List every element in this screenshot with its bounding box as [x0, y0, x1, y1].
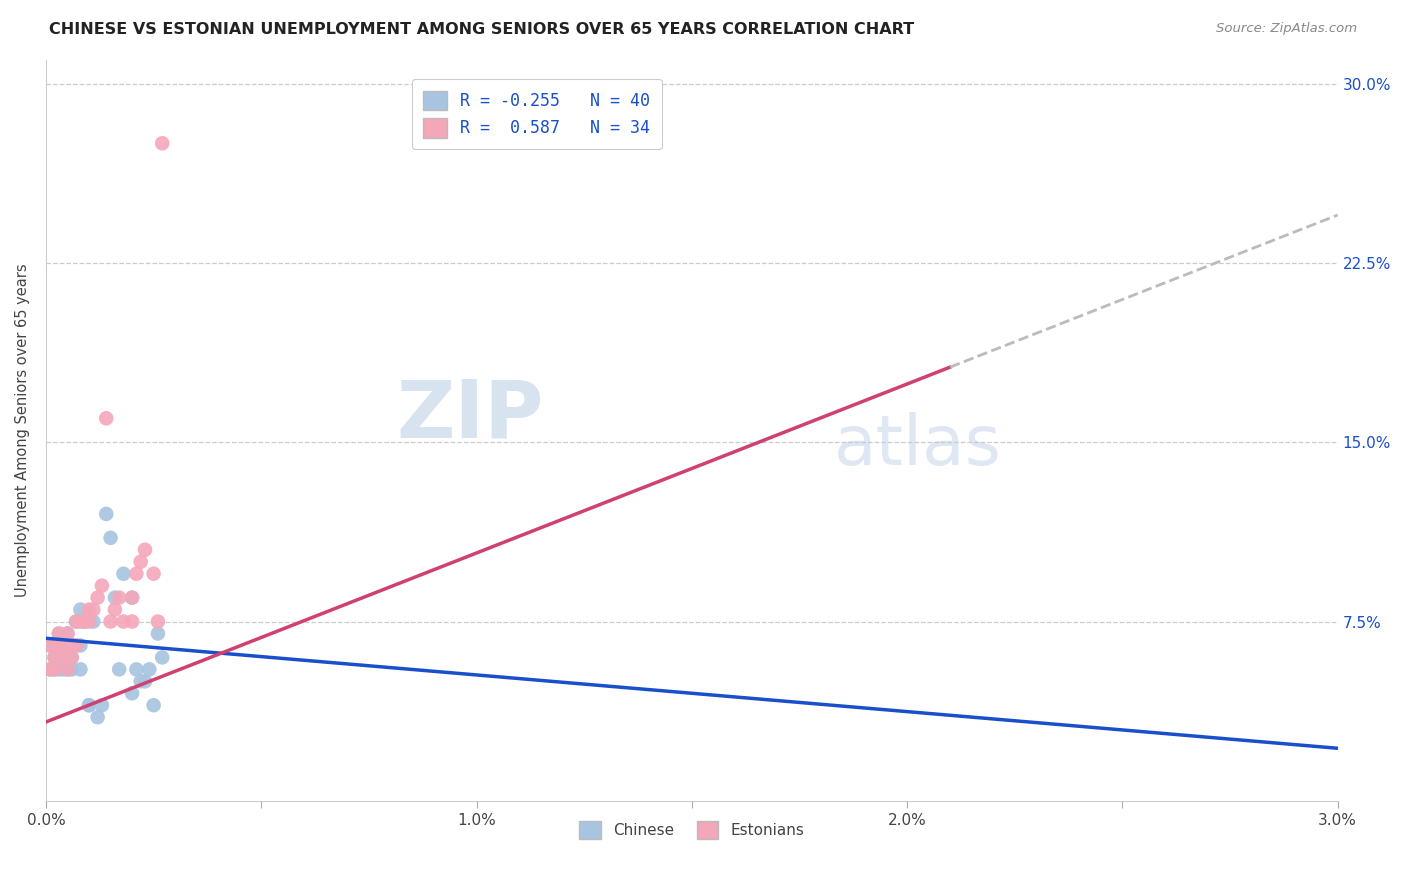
- Point: [69, 602, 91, 616]
- Point: [77, 602, 100, 616]
- Point: [121, 591, 143, 605]
- Point: [60, 650, 83, 665]
- Point: [150, 650, 173, 665]
- Point: [138, 662, 160, 676]
- Point: [96, 507, 118, 521]
- Point: [125, 662, 148, 676]
- Point: [60, 662, 83, 676]
- Point: [65, 639, 87, 653]
- Point: [60, 639, 83, 653]
- Point: [146, 626, 169, 640]
- Point: [91, 579, 114, 593]
- Point: [73, 615, 96, 629]
- Point: [52, 650, 75, 665]
- Point: [73, 615, 96, 629]
- Point: [121, 591, 143, 605]
- Point: [91, 698, 114, 713]
- Point: [142, 698, 165, 713]
- Point: [44, 662, 66, 676]
- Legend: Chinese, Estonians: Chinese, Estonians: [574, 815, 810, 845]
- Point: [86, 591, 108, 605]
- Point: [146, 615, 169, 629]
- Point: [112, 615, 135, 629]
- Point: [108, 662, 131, 676]
- Point: [56, 662, 79, 676]
- Point: [56, 626, 79, 640]
- Y-axis label: Unemployment Among Seniors over 65 years: Unemployment Among Seniors over 65 years: [15, 263, 30, 597]
- Point: [69, 662, 91, 676]
- Point: [108, 591, 131, 605]
- Point: [82, 602, 104, 616]
- Point: [134, 674, 156, 689]
- Text: ZIP: ZIP: [396, 376, 543, 454]
- Point: [39, 662, 62, 676]
- Point: [48, 626, 70, 640]
- Text: Source: ZipAtlas.com: Source: ZipAtlas.com: [1216, 22, 1357, 36]
- Point: [48, 662, 70, 676]
- Point: [48, 639, 70, 653]
- Text: atlas: atlas: [834, 411, 1001, 479]
- Point: [100, 531, 122, 545]
- Point: [104, 602, 127, 616]
- Point: [56, 662, 79, 676]
- Point: [77, 698, 100, 713]
- Point: [44, 662, 66, 676]
- Point: [77, 698, 100, 713]
- Point: [134, 542, 156, 557]
- Point: [52, 639, 75, 653]
- Text: CHINESE VS ESTONIAN UNEMPLOYMENT AMONG SENIORS OVER 65 YEARS CORRELATION CHART: CHINESE VS ESTONIAN UNEMPLOYMENT AMONG S…: [49, 22, 914, 37]
- Point: [48, 639, 70, 653]
- Point: [77, 615, 100, 629]
- Point: [100, 615, 122, 629]
- Point: [121, 615, 143, 629]
- Point: [125, 566, 148, 581]
- Point: [150, 136, 173, 151]
- Point: [65, 615, 87, 629]
- Point: [60, 650, 83, 665]
- Point: [39, 639, 62, 653]
- Point: [69, 639, 91, 653]
- Point: [56, 626, 79, 640]
- Point: [39, 639, 62, 653]
- Point: [129, 555, 152, 569]
- Point: [82, 615, 104, 629]
- Point: [44, 650, 66, 665]
- Point: [65, 639, 87, 653]
- Point: [104, 591, 127, 605]
- Point: [86, 710, 108, 724]
- Point: [121, 686, 143, 700]
- Point: [52, 639, 75, 653]
- Point: [96, 411, 118, 425]
- Point: [52, 662, 75, 676]
- Point: [65, 615, 87, 629]
- Point: [60, 639, 83, 653]
- Point: [69, 615, 91, 629]
- Point: [129, 674, 152, 689]
- Point: [48, 626, 70, 640]
- Point: [52, 650, 75, 665]
- Point: [44, 650, 66, 665]
- Point: [142, 566, 165, 581]
- Point: [112, 566, 135, 581]
- Point: [39, 662, 62, 676]
